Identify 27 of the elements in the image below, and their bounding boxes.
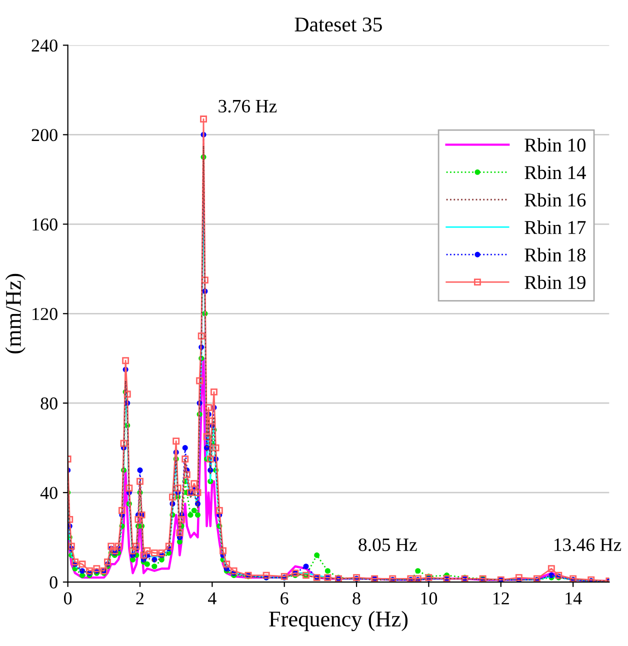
legend-label: Rbin 14 [524,165,586,180]
y-tick-label: 240 [32,39,58,52]
annotation: 3.76 Hz [218,100,277,113]
x-tick-label: 4 [208,592,216,604]
legend-label: Rbin 10 [524,138,586,152]
y-tick-label: 80 [40,397,58,410]
y-tick-label: 200 [32,128,58,142]
y-axis-title: (mm/Hz) [5,274,26,354]
annotation: 8.05 Hz [358,538,417,552]
x-axis-title: Frequency (Hz) [269,610,408,632]
x-tick-label: 2 [136,592,144,604]
x-tick-label: 6 [280,592,288,604]
legend-label: Rbin 16 [524,192,586,207]
y-tick-label: 120 [32,308,58,320]
y-tick-label: 40 [40,486,58,500]
chart-title: Dateset 35 [294,18,382,32]
legend-label: Rbin 17 [524,220,586,234]
x-tick-label: 10 [421,592,438,604]
annotation: 13.46 Hz [554,538,622,552]
legend-label: Rbin 19 [524,275,586,290]
y-tick-label: 160 [32,218,58,231]
x-tick-label: 12 [493,592,509,604]
legend-label: Rbin 18 [524,248,586,262]
x-tick-label: 0 [64,592,72,604]
x-tick-label: 8 [352,592,360,604]
y-tick-label: 0 [50,576,58,588]
x-tick-label: 14 [566,592,582,604]
